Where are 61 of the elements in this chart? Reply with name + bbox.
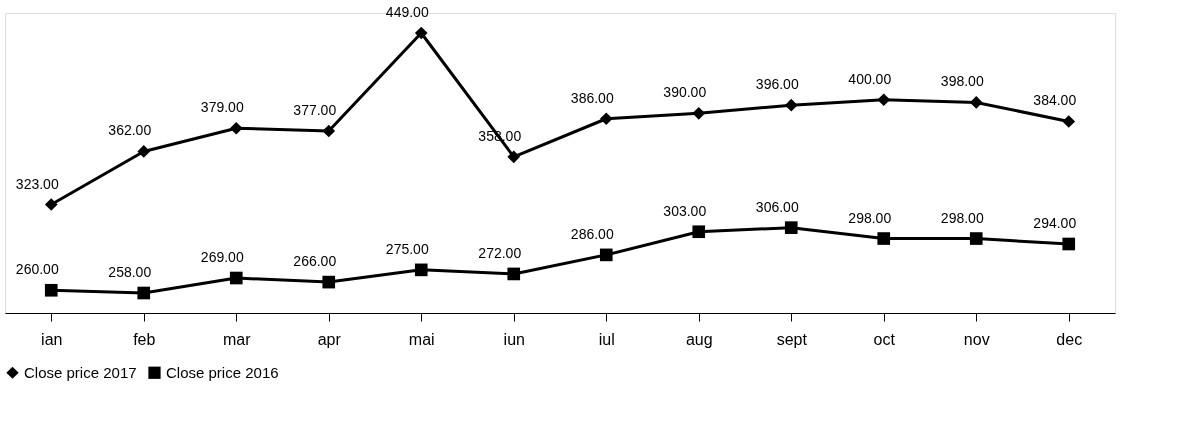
point bbox=[322, 275, 336, 289]
data-label: 396.00 bbox=[755, 76, 799, 93]
point bbox=[137, 145, 151, 158]
data-label: 377.00 bbox=[293, 102, 337, 119]
point bbox=[1062, 237, 1076, 251]
point bbox=[1062, 115, 1076, 128]
point bbox=[599, 248, 613, 262]
point bbox=[692, 106, 706, 120]
x-tick-label: iul bbox=[598, 330, 615, 348]
data-label: 272.00 bbox=[478, 244, 522, 261]
point bbox=[692, 225, 706, 239]
data-label: 398.00 bbox=[940, 73, 984, 90]
point bbox=[414, 263, 428, 277]
x-tick-label: sept bbox=[776, 330, 808, 348]
data-label: 294.00 bbox=[1033, 214, 1077, 231]
point bbox=[784, 221, 798, 234]
data-label: 306.00 bbox=[755, 198, 799, 215]
point bbox=[784, 98, 798, 112]
point bbox=[229, 271, 243, 285]
data-label: 386.00 bbox=[570, 89, 614, 106]
point bbox=[322, 124, 336, 138]
x-tick-label: feb bbox=[133, 330, 156, 348]
x-tick-label: nov bbox=[963, 330, 990, 348]
data-label: 390.00 bbox=[663, 84, 707, 101]
legend-label: Close price 2016 bbox=[166, 363, 279, 381]
legend-label: Close price 2017 bbox=[24, 363, 137, 381]
point bbox=[229, 121, 243, 135]
x-tick-label: dec bbox=[1056, 330, 1083, 348]
x-tick-label: mai bbox=[408, 330, 435, 348]
data-label: 298.00 bbox=[940, 209, 984, 226]
data-label: 298.00 bbox=[848, 209, 892, 226]
data-label: 362.00 bbox=[108, 122, 152, 139]
point bbox=[969, 232, 983, 245]
data-label: 275.00 bbox=[385, 240, 429, 257]
point bbox=[877, 232, 891, 245]
data-label: 266.00 bbox=[293, 253, 337, 270]
data-label: 384.00 bbox=[1033, 92, 1077, 109]
point bbox=[969, 96, 983, 109]
data-label: 286.00 bbox=[570, 225, 614, 242]
x-tick-label: iun bbox=[503, 330, 525, 348]
point bbox=[137, 286, 151, 300]
x-tick-label: oct bbox=[873, 330, 896, 348]
data-label: 400.00 bbox=[848, 70, 892, 87]
point bbox=[507, 267, 521, 281]
data-label: 258.00 bbox=[108, 264, 152, 280]
data-label: 379.00 bbox=[200, 99, 244, 116]
x-tick-label: apr bbox=[317, 330, 342, 348]
data-label: 323.00 bbox=[15, 175, 59, 192]
x-tick-label: ian bbox=[41, 330, 63, 348]
point bbox=[44, 198, 58, 211]
point bbox=[599, 112, 613, 126]
point bbox=[507, 150, 521, 164]
data-label: 449.00 bbox=[385, 4, 429, 20]
data-label: 269.00 bbox=[200, 249, 244, 266]
point bbox=[877, 93, 891, 107]
data-label: 260.00 bbox=[15, 261, 59, 278]
point bbox=[414, 26, 428, 40]
point bbox=[44, 283, 58, 297]
data-label: 303.00 bbox=[663, 202, 707, 219]
x-tick-label: aug bbox=[685, 330, 713, 348]
x-tick-label: mar bbox=[222, 330, 252, 348]
